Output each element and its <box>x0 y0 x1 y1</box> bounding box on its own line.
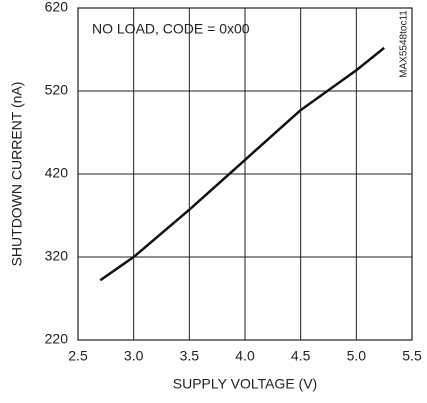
annotation: MAX5548toc11 <box>399 10 410 78</box>
y-axis-title: SHUTDOWN CURRENT (nA) <box>9 82 25 267</box>
data-line <box>99 46 385 282</box>
annotation: NO LOAD, CODE = 0x00 <box>92 21 250 37</box>
x-tick-label: 4.0 <box>235 348 255 364</box>
y-tick-label: 220 <box>45 331 69 347</box>
y-tick-label: 620 <box>45 0 69 15</box>
x-tick-label: 5.5 <box>402 348 422 364</box>
y-tick-label: 420 <box>45 165 69 181</box>
x-tick-label: 2.5 <box>68 348 88 364</box>
y-tick-label: 320 <box>45 248 69 264</box>
y-tick-label: 520 <box>45 82 69 98</box>
x-tick-label: 4.5 <box>291 348 311 364</box>
x-tick-label: 5.0 <box>347 348 367 364</box>
x-axis-title: SUPPLY VOLTAGE (V) <box>173 376 317 392</box>
x-tick-label: 3.5 <box>180 348 200 364</box>
x-tick-label: 3.0 <box>124 348 144 364</box>
